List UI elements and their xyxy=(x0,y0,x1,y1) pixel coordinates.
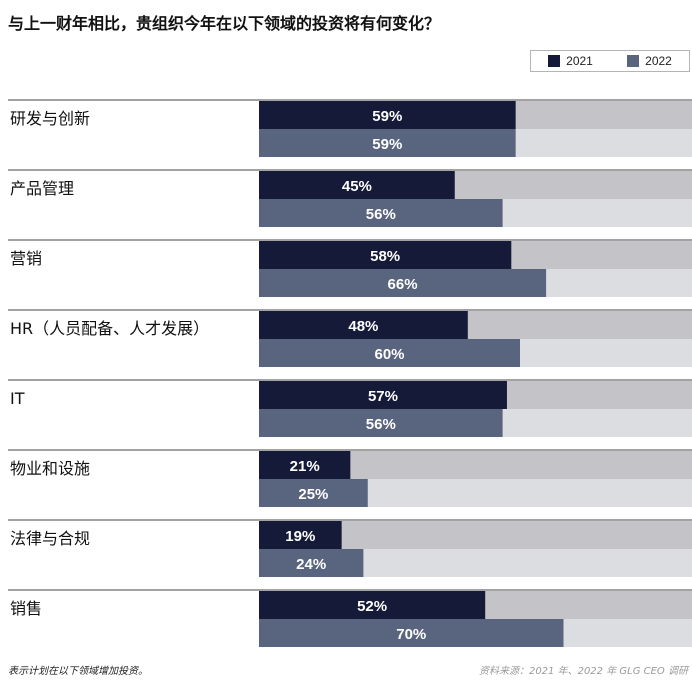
legend: 2021 2022 xyxy=(530,50,690,72)
data-label-2022: 56% xyxy=(366,206,396,223)
source-note: 资料来源：2021 年、2022 年 GLG CEO 调研 xyxy=(478,666,688,677)
data-label-2021: 45% xyxy=(342,178,372,195)
bar-2022 xyxy=(259,199,503,227)
bar-2022 xyxy=(259,269,547,297)
bar-2021 xyxy=(259,381,507,409)
category-label: 研发与创新 xyxy=(10,109,90,128)
bar-2021 xyxy=(259,591,486,619)
legend-swatch-2022 xyxy=(627,55,640,67)
bar-2022 xyxy=(259,479,368,507)
category-label: 营销 xyxy=(10,249,42,268)
category-label: 物业和设施 xyxy=(10,459,90,478)
bar-2021 xyxy=(259,241,512,269)
legend-label-2022: 2022 xyxy=(645,54,672,68)
legend-item-2022: 2022 xyxy=(627,54,672,68)
category-label: 销售 xyxy=(10,599,42,618)
data-label-2021: 57% xyxy=(368,388,398,405)
data-label-2022: 70% xyxy=(396,626,426,643)
legend-swatch-2021 xyxy=(548,55,561,67)
data-label-2022: 66% xyxy=(388,276,418,293)
data-label-2021: 19% xyxy=(285,528,315,545)
chart-title: 与上一财年相比，贵组织今年在以下领域的投资将有何变化？ xyxy=(8,14,441,33)
bar-2021 xyxy=(259,101,516,129)
data-label-2022: 24% xyxy=(296,556,326,573)
bar-2021 xyxy=(259,521,342,549)
bar-2022 xyxy=(259,409,503,437)
data-label-2021: 48% xyxy=(348,318,378,335)
category-label: 产品管理 xyxy=(10,179,74,198)
legend-label-2021: 2021 xyxy=(566,54,593,68)
data-label-2022: 59% xyxy=(372,136,402,153)
data-label-2022: 60% xyxy=(374,346,404,363)
data-label-2021: 58% xyxy=(370,248,400,265)
bar-2021 xyxy=(259,451,351,479)
data-label-2022: 25% xyxy=(298,486,328,503)
data-label-2021: 21% xyxy=(290,458,320,475)
legend-item-2021: 2021 xyxy=(548,54,593,68)
data-label-2021: 59% xyxy=(372,108,402,125)
bar-2022 xyxy=(259,129,516,157)
bar-2022 xyxy=(259,549,364,577)
category-label: 法律与合规 xyxy=(10,529,90,548)
bar-2021 xyxy=(259,311,468,339)
data-label-2022: 56% xyxy=(366,416,396,433)
bar-2022 xyxy=(259,339,520,367)
bar-2021 xyxy=(259,171,455,199)
category-label: HR（人员配备、人才发展） xyxy=(10,319,209,338)
footnote: 表示计划在以下领域增加投资。 xyxy=(8,666,148,677)
bar-2022 xyxy=(259,619,564,647)
data-label-2021: 52% xyxy=(357,598,387,615)
category-label: IT xyxy=(10,389,25,408)
